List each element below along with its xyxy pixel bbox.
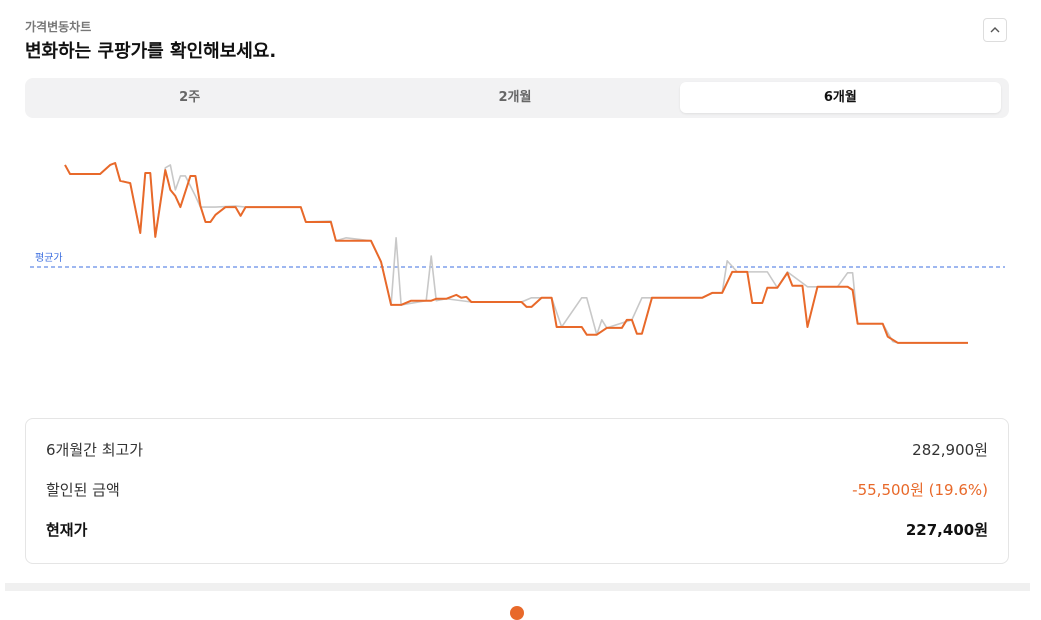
indicator <box>510 606 524 620</box>
row-value: 227,400원 <box>905 521 988 539</box>
tab[interactable]: 6개월 <box>679 82 1001 113</box>
tab[interactable]: 2주 <box>179 90 201 105</box>
tab[interactable]: 2개월 <box>498 90 532 105</box>
chart: 평균가 <box>30 162 1005 344</box>
chevron <box>990 27 1000 33</box>
summary-row: 현재가 227,400원 <box>46 518 988 542</box>
divider <box>5 583 1030 591</box>
row-label: 현재가 <box>46 521 88 539</box>
collapse-button[interactable] <box>983 18 1007 42</box>
row-label: 6개월간 최고가 <box>46 441 144 459</box>
price-line <box>64 162 968 344</box>
row-label: 할인된 금액 <box>46 481 120 499</box>
price-line <box>64 162 968 344</box>
row-value: -55,500원 (19.6%) <box>852 481 988 499</box>
title: 변화하는 쿠팡가를 확인해보세요. <box>25 41 277 62</box>
subtitle: 가격변동차트 <box>25 20 92 34</box>
summary-row: 6개월간 최고가 282,900원 <box>46 438 988 462</box>
row-value: 282,900원 <box>912 441 988 459</box>
average-label: 평균가 <box>35 252 63 264</box>
tab-bar: 2주 2개월 6개월 <box>25 78 1009 118</box>
summary-row: 할인된 금액 -55,500원 (19.6%) <box>46 478 988 502</box>
